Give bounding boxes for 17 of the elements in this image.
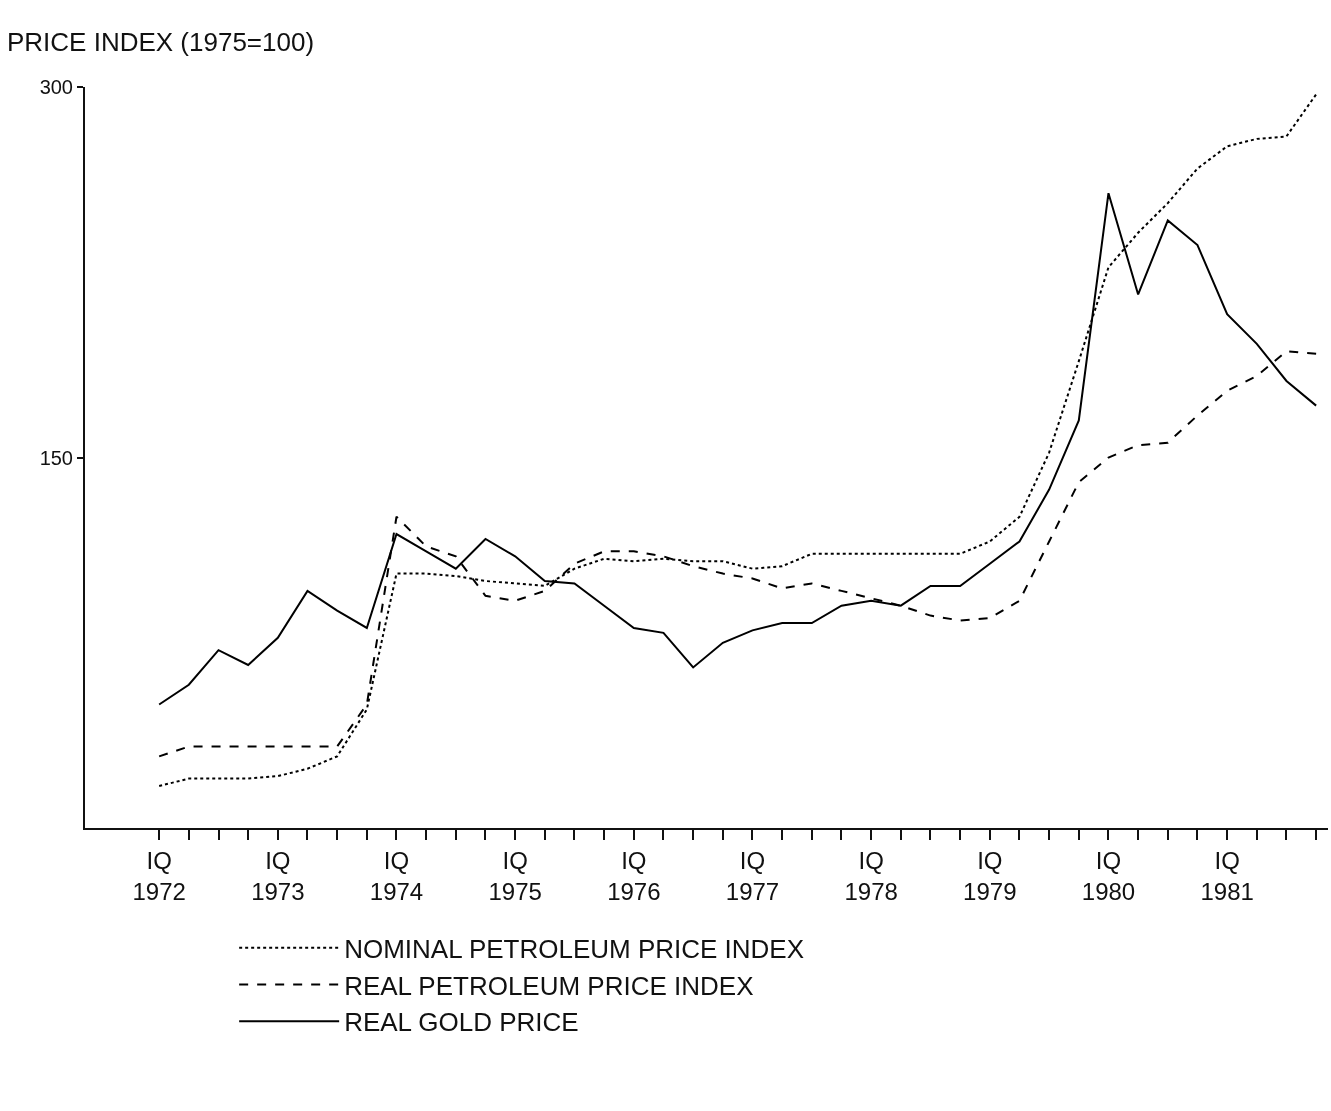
legend-label: REAL PETROLEUM PRICE INDEX — [344, 970, 754, 1001]
x-tick-label: IQ 1980 — [1081, 846, 1136, 905]
x-tick-label: IQ 1978 — [844, 846, 898, 905]
x-tick-label: IQ 1974 — [369, 846, 424, 905]
x-tick-label: IQ 1976 — [607, 846, 661, 905]
x-tick-label: IQ 1979 — [963, 846, 1017, 905]
x-tick-label: IQ 1981 — [1200, 846, 1254, 905]
line-series — [158, 93, 1318, 788]
y-tick-label: 300 — [39, 76, 73, 98]
y-tick-label: 150 — [39, 446, 73, 469]
x-tick-label: IQ 1975 — [488, 846, 542, 905]
x-tick-label: IQ 1973 — [251, 846, 305, 905]
legend-label: REAL GOLD PRICE — [344, 1007, 579, 1038]
x-tick-label: IQ 1972 — [132, 846, 186, 905]
x-tick-label: IQ 1977 — [725, 846, 780, 905]
legend-label: NOMINAL PETROLEUM PRICE INDEX — [344, 933, 805, 964]
y-axis-title: PRICE INDEX (1975=100) — [7, 27, 315, 57]
